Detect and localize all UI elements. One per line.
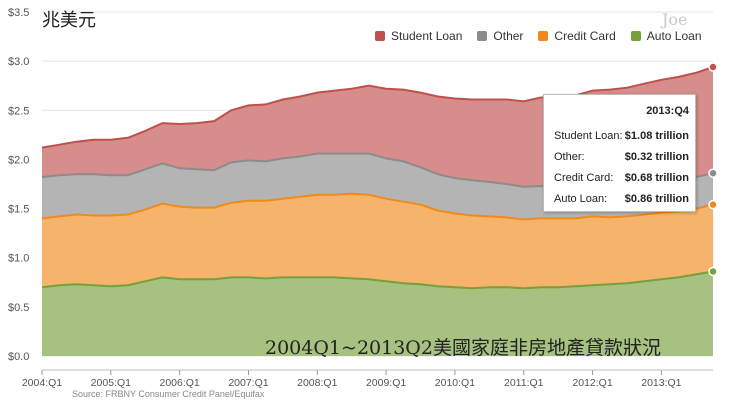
legend-item-auto-loan[interactable]: Auto Loan xyxy=(630,29,702,43)
y-tick-label: $3.5 xyxy=(8,7,29,19)
area-auto-loan xyxy=(42,271,713,356)
marker-student-loan xyxy=(708,62,718,72)
y-tick-label: $1.0 xyxy=(8,253,29,265)
legend-item-other[interactable]: Other xyxy=(477,29,523,43)
x-tick-label: 2004:Q1 xyxy=(22,377,62,389)
x-tick-label: 2013:Q1 xyxy=(641,377,681,389)
legend-item-student-loan[interactable]: Student Loan xyxy=(375,29,462,43)
chart-caption: 2004Q1~2013Q2美國家庭非房地產貸款狀況 xyxy=(265,337,661,359)
tooltip-label: Student Loan: xyxy=(554,129,623,142)
tooltip-value: $1.08 trillion xyxy=(624,129,689,142)
x-tick-label: 2007:Q1 xyxy=(228,377,268,389)
tooltip-title: 2013:Q4 xyxy=(646,105,689,117)
legend-swatch-student-loan xyxy=(375,31,385,41)
tooltip-label: Auto Loan: xyxy=(554,192,608,205)
marker-other xyxy=(708,168,718,178)
source-note: Source: FRBNY Consumer Credit Panel/Equi… xyxy=(72,389,265,399)
y-tick-label: $0.5 xyxy=(8,302,29,314)
marker-credit-card xyxy=(708,199,718,210)
watermark: Joe xyxy=(662,10,688,29)
tooltip-row-auto-loan: Auto Loan: $0.86 trillion xyxy=(554,188,689,209)
marker-auto-loan xyxy=(708,266,718,277)
x-tick-label: 2010:Q1 xyxy=(435,377,475,389)
tooltip-row-student-loan: Student Loan: $1.08 trillion xyxy=(554,125,689,146)
x-tick-label: 2009:Q1 xyxy=(366,377,406,389)
legend-label-auto-loan: Auto Loan xyxy=(646,29,702,43)
x-tick-label: 2011:Q1 xyxy=(504,377,544,389)
tooltip-row-credit-card: Credit Card: $0.68 trillion xyxy=(554,167,689,188)
legend-item-credit-card[interactable]: Credit Card xyxy=(538,29,616,43)
legend-swatch-other xyxy=(477,31,488,41)
line-auto-loan xyxy=(41,270,714,290)
tooltip-label: Other: xyxy=(554,150,585,163)
legend-label-credit-card: Credit Card xyxy=(554,29,616,43)
y-tick-label: $2.5 xyxy=(8,105,29,117)
x-tick-label: 2012:Q1 xyxy=(572,377,612,389)
tooltip-label: Credit Card: xyxy=(554,171,614,184)
legend: Student Loan Other Credit Card Auto Loan xyxy=(375,29,702,43)
area-credit-card xyxy=(42,193,713,289)
line-credit-card xyxy=(41,192,714,221)
legend-swatch-auto-loan xyxy=(630,31,641,41)
x-tick-label: 2006:Q1 xyxy=(159,377,199,389)
x-tick-label: 2008:Q1 xyxy=(297,377,337,389)
y-tick-label: $3.0 xyxy=(8,56,29,68)
x-tick-label: 2005:Q1 xyxy=(91,377,131,389)
legend-label-other: Other xyxy=(493,29,524,43)
tooltip: 2013:Q4 Student Loan: $1.08 trillion Oth… xyxy=(543,94,696,212)
tooltip-value: $0.86 trillion xyxy=(624,192,689,205)
line-student-loan xyxy=(41,66,714,149)
tooltip-row-other: Other: $0.32 trillion xyxy=(554,146,689,167)
tooltip-value: $0.68 trillion xyxy=(624,171,689,184)
tooltip-value: $0.32 trillion xyxy=(624,150,689,163)
unit-label: 兆美元 xyxy=(42,10,96,31)
y-tick-label: $2.0 xyxy=(8,154,29,166)
legend-swatch-credit-card xyxy=(538,31,549,41)
legend-label-student-loan: Student Loan xyxy=(391,29,463,43)
y-tick-label: $1.5 xyxy=(8,204,29,216)
y-tick-label: $0.0 xyxy=(8,351,29,363)
